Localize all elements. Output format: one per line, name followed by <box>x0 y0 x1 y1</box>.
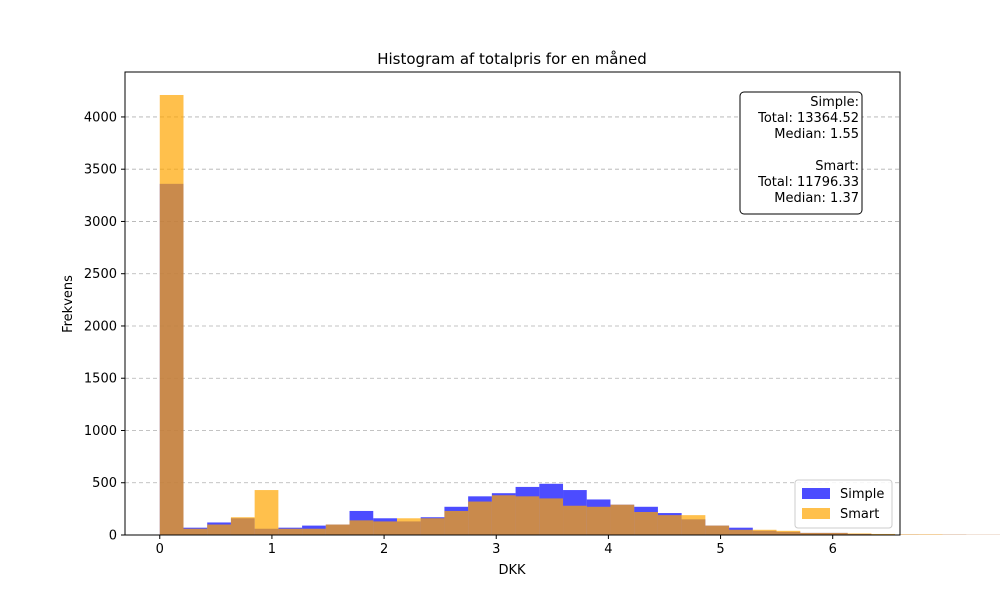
bar-smart <box>752 529 777 535</box>
annotation-line: Median: 1.55 <box>774 127 859 142</box>
annotation-line: Median: 1.37 <box>774 191 859 206</box>
annotation-line: Smart: <box>815 159 859 174</box>
legend-swatch-smart <box>802 508 830 519</box>
bar-smart <box>847 533 872 535</box>
bar-smart <box>278 528 303 535</box>
legend-label-simple: Simple <box>840 487 884 502</box>
bar-smart <box>871 533 896 535</box>
annotation-frame <box>739 91 863 215</box>
annotation-line: Simple: <box>810 95 859 110</box>
bar-smart <box>254 490 279 535</box>
bar-smart <box>586 506 611 535</box>
chart-title: Histogram af totalpris for en måned <box>377 50 647 68</box>
bar-smart <box>823 532 848 535</box>
legend-label-smart: Smart <box>840 507 879 522</box>
bar-smart <box>325 524 350 535</box>
y-tick-label: 2500 <box>84 267 117 282</box>
y-tick-label: 3500 <box>84 163 117 178</box>
y-tick-label: 0 <box>109 529 117 544</box>
bar-smart <box>302 528 326 535</box>
bar-smart <box>610 504 635 535</box>
y-axis-label: Frekvens <box>61 275 76 333</box>
bar-smart <box>563 505 587 535</box>
series-smart <box>159 94 1000 535</box>
bar-smart <box>183 528 208 535</box>
bar-smart <box>776 530 801 535</box>
x-tick-label: 2 <box>380 542 388 557</box>
x-tick-label: 6 <box>829 542 837 557</box>
bars-layer <box>159 94 1000 536</box>
bar-smart <box>230 517 255 535</box>
bar-smart <box>729 529 753 535</box>
bar-smart <box>349 520 374 535</box>
bar-smart <box>800 532 824 535</box>
x-tick-label: 3 <box>492 542 500 557</box>
bar-smart <box>420 518 445 535</box>
bar-smart <box>657 515 682 535</box>
y-tick-label: 4000 <box>84 110 117 125</box>
bar-smart <box>396 518 421 535</box>
legend-swatch-simple <box>802 488 830 499</box>
bar-smart <box>515 496 540 535</box>
x-axis-label: DKK <box>498 563 526 578</box>
bar-smart <box>681 515 706 535</box>
axis-ticks: 0 1 2 3 4 5 6 0 500 1000 1500 2000 2500 3000 3500 4000 <box>84 110 837 557</box>
y-tick-label: 2000 <box>84 319 117 334</box>
bar-smart <box>373 521 397 535</box>
bar-smart <box>468 501 492 535</box>
axes-frame <box>124 71 901 536</box>
bar-smart <box>444 510 469 535</box>
y-tick-label: 500 <box>92 476 117 491</box>
annotation-line: Total: 13364.52 <box>757 111 859 126</box>
annotation-line: Total: 11796.33 <box>757 175 859 190</box>
x-tick-label: 5 <box>716 542 724 557</box>
y-tick-label: 1000 <box>84 424 117 439</box>
bar-smart <box>895 534 919 535</box>
bar-smart <box>207 524 231 535</box>
x-tick-label: 0 <box>156 542 164 557</box>
x-tick-label: 4 <box>604 542 612 557</box>
bar-smart <box>634 512 658 535</box>
bar-smart <box>918 534 943 535</box>
bar-smart <box>705 525 730 535</box>
legend: Simple Smart <box>794 479 893 529</box>
bar-smart <box>491 495 516 535</box>
bar-smart <box>159 94 184 535</box>
bar-smart <box>539 498 564 535</box>
x-tick-label: 1 <box>268 542 276 557</box>
y-tick-label: 3000 <box>84 215 117 230</box>
y-tick-label: 1500 <box>84 372 117 387</box>
